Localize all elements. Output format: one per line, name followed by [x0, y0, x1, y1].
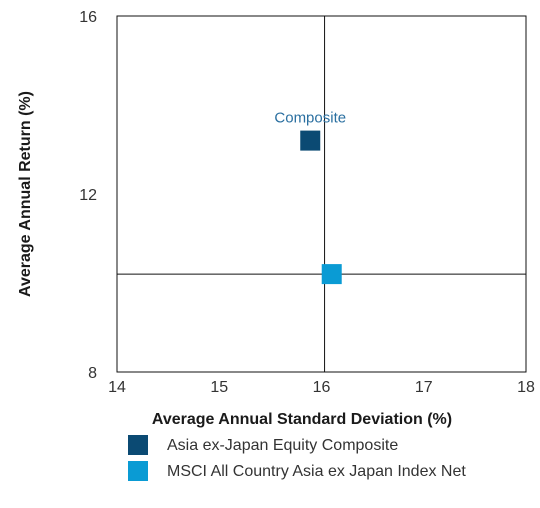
data-point-composite	[300, 130, 321, 151]
x-tick-label: 17	[415, 379, 433, 396]
y-tick-label: 16	[79, 9, 97, 26]
y-tick-label: 12	[79, 187, 97, 204]
y-axis-title: Average Annual Return (%)	[17, 91, 34, 297]
legend-item-index: MSCI All Country Asia ex Japan Index Net	[128, 461, 508, 483]
legend-swatch	[128, 435, 148, 455]
legend-label: Asia ex-Japan Equity Composite	[167, 437, 399, 454]
x-tick-label: 14	[108, 379, 126, 396]
data-points: Composite	[274, 110, 346, 285]
x-tick-label: 18	[517, 379, 535, 396]
data-point-index	[321, 264, 342, 285]
y-tick-labels: 8 12 16	[79, 9, 97, 382]
x-tick-labels: 14 15 16 17 18	[108, 379, 535, 396]
y-tick-label: 8	[88, 365, 97, 382]
legend-label: MSCI All Country Asia ex Japan Index Net	[167, 463, 466, 480]
plot-area	[116, 15, 527, 373]
legend: Asia ex-Japan Equity Composite MSCI All …	[128, 435, 508, 487]
x-tick-label: 16	[313, 379, 331, 396]
legend-item-composite: Asia ex-Japan Equity Composite	[128, 435, 508, 457]
x-axis-title: Average Annual Standard Deviation (%)	[152, 411, 452, 428]
legend-swatch	[128, 461, 148, 481]
chart: Average Annual Standard Deviation (%) Av…	[17, 9, 535, 428]
x-tick-label: 15	[210, 379, 228, 396]
point-label: Composite	[274, 110, 346, 127]
